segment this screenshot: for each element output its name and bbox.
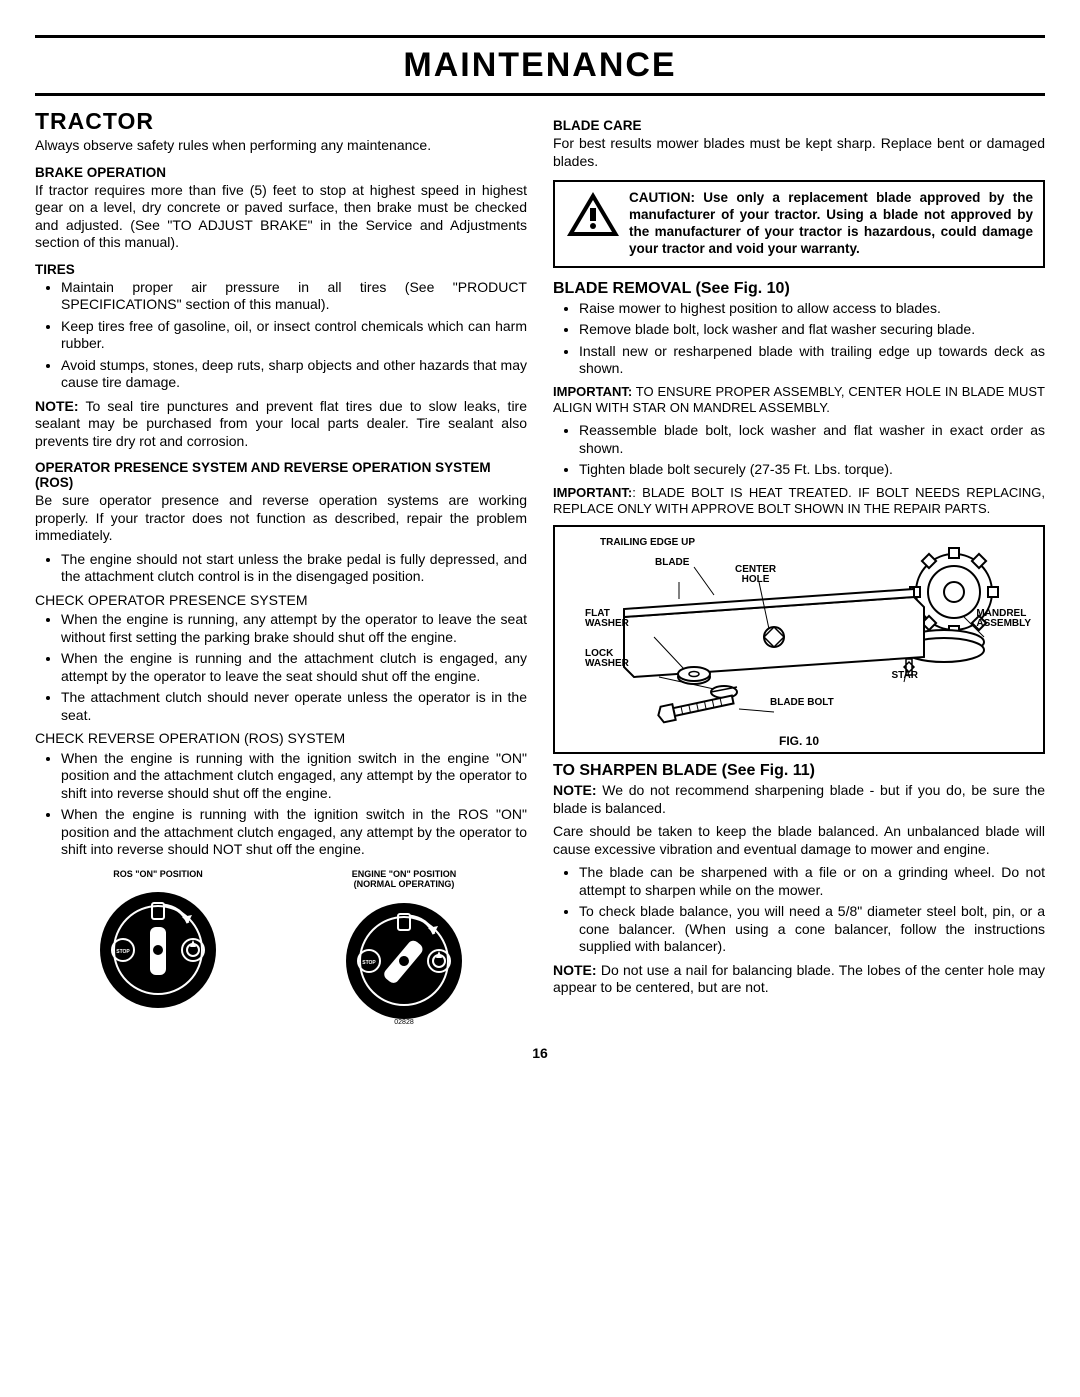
list-item: To check blade balance, you will need a … — [579, 903, 1045, 956]
sharpen-heading: TO SHARPEN BLADE (See Fig. 11) — [553, 762, 1045, 780]
list-item: The attachment clutch should never opera… — [61, 689, 527, 724]
ros-switch-icon: STOP — [93, 885, 223, 1015]
ros-text: Be sure operator presence and reverse op… — [35, 492, 527, 545]
svg-text:02828: 02828 — [394, 1019, 414, 1026]
blade-care-heading: BLADE CARE — [553, 118, 1045, 133]
blade-removal-heading: BLADE REMOVAL (See Fig. 10) — [553, 280, 1045, 298]
fig-label-flat: FLATWASHER — [585, 609, 629, 629]
tractor-heading: TRACTOR — [35, 108, 527, 135]
caution-text: CAUTION: Use only a replacement blade ap… — [629, 190, 1033, 258]
list-item: Avoid stumps, stones, deep ruts, sharp o… — [61, 357, 527, 392]
switch-diagram-row: ROS "ON" POSITION STOP — [35, 869, 527, 1030]
important-note-2: IMPORTANT:: BLADE BOLT IS HEAT TREATED. … — [553, 485, 1045, 518]
fig-caption: FIG. 10 — [563, 734, 1035, 748]
brake-heading: BRAKE OPERATION — [35, 165, 527, 180]
fig-label-bolt: BLADE BOLT — [770, 697, 834, 708]
removal-list-2: Reassemble blade bolt, lock washer and f… — [553, 422, 1045, 479]
list-item: When the engine is running with the igni… — [61, 806, 527, 859]
list-item: The engine should not start unless the b… — [61, 551, 527, 586]
caution-box: CAUTION: Use only a replacement blade ap… — [553, 180, 1045, 268]
fig-label-mandrel: MANDRELASSEMBLY — [976, 609, 1031, 629]
list-item: Tighten blade bolt securely (27-35 Ft. L… — [579, 461, 1045, 479]
list-item: Remove blade bolt, lock washer and flat … — [579, 321, 1045, 339]
list-item: The blade can be sharpened with a file o… — [579, 864, 1045, 899]
right-column: BLADE CARE For best results mower blades… — [553, 108, 1045, 1029]
list-item: When the engine is running with the igni… — [61, 750, 527, 803]
ros-heading: OPERATOR PRESENCE SYSTEM AND REVERSE OPE… — [35, 460, 527, 490]
check-ros-list: When the engine is running with the igni… — [35, 750, 527, 859]
important-note-1: IMPORTANT: TO ENSURE PROPER ASSEMBLY, CE… — [553, 384, 1045, 417]
list-item: When the engine is running, any attempt … — [61, 611, 527, 646]
ros-list-1: The engine should not start unless the b… — [35, 551, 527, 586]
fig-label-star: STAR — [892, 670, 918, 681]
engine-switch-icon: STOP 02828 — [339, 896, 469, 1026]
list-item: Raise mower to highest position to allow… — [579, 300, 1045, 318]
sharpen-list: The blade can be sharpened with a file o… — [553, 864, 1045, 956]
warning-triangle-icon — [565, 190, 621, 240]
page-main-title: MAINTENANCE — [35, 35, 1045, 96]
fig-label-center: CENTERHOLE — [735, 565, 776, 585]
blade-care-text: For best results mower blades must be ke… — [553, 135, 1045, 170]
tires-heading: TIRES — [35, 262, 527, 277]
page-number: 16 — [35, 1045, 1045, 1061]
list-item: When the engine is running and the attac… — [61, 650, 527, 685]
fig-label-lock: LOCKWASHER — [585, 649, 629, 669]
sharpen-note-2: NOTE: Do not use a nail for balancing bl… — [553, 962, 1045, 997]
sharpen-note-1: NOTE: We do not recommend sharpening bla… — [553, 782, 1045, 817]
sharpen-text: Care should be taken to keep the blade b… — [553, 823, 1045, 858]
list-item: Reassemble blade bolt, lock washer and f… — [579, 422, 1045, 457]
tires-note: NOTE: To seal tire punctures and prevent… — [35, 398, 527, 451]
left-column: TRACTOR Always observe safety rules when… — [35, 108, 527, 1029]
tires-list: Maintain proper air pressure in all tire… — [35, 279, 527, 392]
check-op-heading: CHECK OPERATOR PRESENCE SYSTEM — [35, 592, 527, 610]
engine-position-label: ENGINE "ON" POSITION (NORMAL OPERATING) — [293, 869, 514, 891]
figure-10-box: TRAILING EDGE UP BLADE CENTERHOLE FLATWA… — [553, 525, 1045, 754]
removal-list-1: Raise mower to highest position to allow… — [553, 300, 1045, 378]
brake-text: If tractor requires more than five (5) f… — [35, 182, 527, 252]
list-item: Keep tires free of gasoline, oil, or ins… — [61, 318, 527, 353]
check-ros-heading: CHECK REVERSE OPERATION (ROS) SYSTEM — [35, 730, 527, 748]
list-item: Install new or resharpened blade with tr… — [579, 343, 1045, 378]
tractor-intro: Always observe safety rules when perform… — [35, 137, 527, 155]
ros-position-label: ROS "ON" POSITION — [47, 869, 268, 880]
check-op-list: When the engine is running, any attempt … — [35, 611, 527, 724]
list-item: Maintain proper air pressure in all tire… — [61, 279, 527, 314]
fig-label-blade: BLADE — [655, 557, 689, 568]
fig-label-trailing: TRAILING EDGE UP — [600, 537, 695, 548]
svg-text:STOP: STOP — [116, 949, 130, 955]
svg-text:STOP: STOP — [362, 960, 376, 966]
